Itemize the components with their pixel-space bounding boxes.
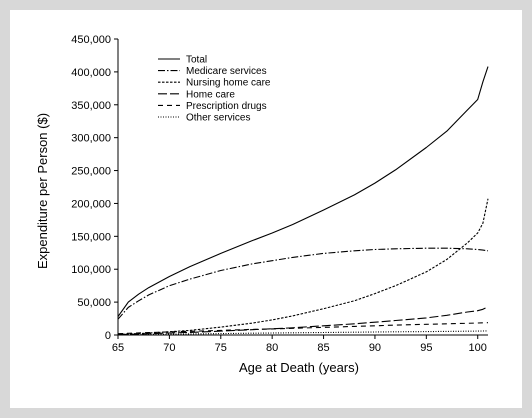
x-tick-label: 95 — [420, 342, 432, 354]
series-line-prescription-drugs — [117, 322, 489, 335]
legend-label-prescription-drugs: Prescription drugs — [186, 101, 267, 112]
y-tick-label: 250,000 — [71, 166, 111, 178]
legend-label-total: Total — [186, 55, 207, 66]
x-ticks: 65 70 75 80 85 90 95 100 — [112, 335, 487, 354]
legend-label-home-care: Home care — [186, 89, 235, 100]
y-tick-label: 300,000 — [71, 133, 111, 145]
x-tick-label: 80 — [266, 342, 278, 354]
y-ticks: 0 50,000 100,000 150,000 200,000 250,000 300,0… — [71, 34, 118, 342]
x-tick-label: 70 — [163, 342, 175, 354]
series-line-home-care — [117, 306, 489, 336]
legend-label-other-services: Other services — [186, 113, 250, 124]
series-line-total — [117, 66, 489, 317]
y-tick-label: 100,000 — [71, 264, 111, 276]
x-tick-label: 75 — [215, 342, 227, 354]
chart-panel: 0 50,000 100,000 150,000 200,000 250,000 300,0… — [10, 10, 522, 408]
line-chart: 0 50,000 100,000 150,000 200,000 250,000 300,0… — [35, 34, 489, 375]
series-line-nursing-home-care — [117, 198, 489, 335]
series-line-other-services — [117, 330, 489, 336]
y-tick-label: 350,000 — [71, 100, 111, 112]
series-line-medicare-services — [117, 247, 489, 320]
axes — [117, 39, 488, 336]
y-tick-label: 400,000 — [71, 67, 111, 79]
legend-label-medicare-services: Medicare services — [186, 66, 267, 77]
x-tick-label: 65 — [112, 342, 124, 354]
x-axis-title: Age at Death (years) — [239, 360, 359, 375]
y-tick-label: 200,000 — [71, 198, 111, 210]
y-tick-label: 150,000 — [71, 231, 111, 243]
y-tick-label: 450,000 — [71, 34, 111, 46]
x-tick-label: 100 — [469, 342, 487, 354]
legend-label-nursing-home-care: Nursing home care — [186, 78, 271, 89]
x-tick-label: 90 — [369, 342, 381, 354]
x-tick-label: 85 — [317, 342, 329, 354]
y-axis-title: Expenditure per Person ($) — [35, 113, 50, 269]
y-tick-label: 50,000 — [77, 297, 111, 309]
series-lines — [117, 66, 489, 336]
y-tick-label: 0 — [105, 330, 111, 342]
